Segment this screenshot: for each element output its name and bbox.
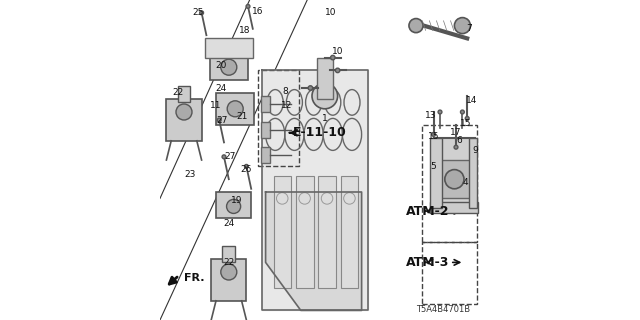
Bar: [317, 58, 333, 99]
Circle shape: [445, 170, 464, 189]
Text: 23: 23: [185, 170, 196, 179]
Bar: [296, 176, 314, 288]
Text: E-11-10: E-11-10: [293, 126, 346, 139]
Text: 8: 8: [282, 87, 287, 96]
Circle shape: [312, 83, 338, 109]
Text: 22: 22: [172, 88, 183, 97]
Text: 25: 25: [193, 8, 204, 17]
Circle shape: [330, 55, 335, 60]
Text: 4: 4: [463, 178, 468, 187]
Text: 20: 20: [215, 61, 227, 70]
Text: 14: 14: [467, 96, 477, 105]
Circle shape: [461, 110, 465, 114]
Circle shape: [308, 86, 312, 90]
Bar: [319, 176, 336, 288]
Bar: [211, 259, 246, 301]
Text: 9: 9: [472, 146, 478, 155]
Circle shape: [465, 116, 469, 120]
Text: 15: 15: [428, 132, 439, 140]
Text: 26: 26: [241, 165, 252, 174]
Bar: [216, 192, 251, 218]
Circle shape: [454, 18, 470, 34]
Text: 22: 22: [223, 258, 234, 267]
Bar: [166, 99, 202, 141]
Circle shape: [200, 11, 204, 15]
Text: 1: 1: [322, 114, 328, 123]
Bar: [205, 38, 253, 58]
Circle shape: [222, 155, 226, 159]
Bar: [261, 96, 270, 112]
Circle shape: [244, 164, 248, 168]
Circle shape: [221, 264, 237, 280]
Circle shape: [218, 118, 221, 122]
Circle shape: [227, 199, 241, 213]
Bar: [430, 138, 442, 208]
Polygon shape: [266, 192, 362, 310]
Text: ATM-2: ATM-2: [406, 205, 449, 218]
Text: 12: 12: [281, 101, 292, 110]
Circle shape: [335, 68, 340, 73]
Circle shape: [227, 101, 243, 117]
Text: 19: 19: [231, 196, 243, 204]
Circle shape: [176, 104, 192, 120]
Polygon shape: [262, 70, 368, 310]
Text: 7: 7: [466, 24, 472, 33]
Text: 24: 24: [223, 220, 234, 228]
Text: 27: 27: [225, 152, 236, 161]
Bar: [340, 176, 358, 288]
Text: 5: 5: [431, 162, 436, 171]
Bar: [261, 122, 270, 138]
Bar: [261, 147, 270, 163]
Bar: [274, 176, 291, 288]
Text: 27: 27: [217, 116, 228, 124]
Circle shape: [432, 132, 436, 136]
Text: 6: 6: [456, 136, 462, 145]
Bar: [223, 246, 236, 262]
Bar: [434, 138, 476, 208]
Text: 11: 11: [211, 101, 221, 110]
Circle shape: [409, 19, 423, 33]
Text: FR.: FR.: [184, 273, 205, 284]
Circle shape: [454, 145, 458, 149]
Bar: [468, 138, 477, 208]
Bar: [216, 93, 255, 125]
Text: T5A4B4701B: T5A4B4701B: [416, 305, 470, 314]
Text: 24: 24: [215, 84, 227, 92]
Text: 18: 18: [239, 26, 250, 35]
Bar: [178, 86, 191, 102]
Text: 17: 17: [451, 128, 461, 137]
Circle shape: [246, 4, 250, 8]
Text: 15: 15: [460, 119, 471, 128]
Bar: [210, 54, 248, 80]
Text: 10: 10: [332, 47, 343, 56]
Bar: [438, 160, 470, 198]
Bar: [430, 202, 479, 213]
Text: 10: 10: [326, 8, 337, 17]
Circle shape: [221, 59, 237, 75]
Text: 21: 21: [236, 112, 247, 121]
Text: 16: 16: [252, 7, 263, 16]
Text: ATM-3: ATM-3: [406, 256, 449, 269]
Circle shape: [438, 110, 442, 114]
Text: 13: 13: [425, 111, 436, 120]
